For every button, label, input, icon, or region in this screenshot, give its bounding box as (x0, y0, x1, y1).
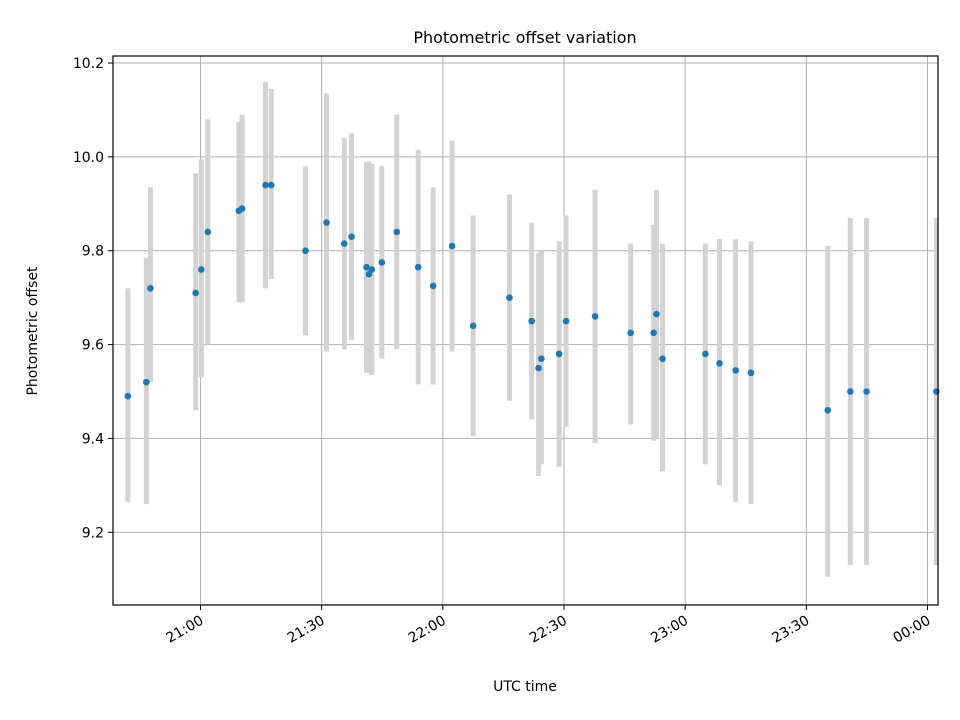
data-point (469, 322, 477, 330)
data-point (192, 289, 199, 297)
data-point (933, 388, 940, 395)
y-tick-label: 10.0 (73, 150, 104, 166)
data-point (262, 181, 269, 189)
data-point (591, 313, 599, 320)
data-point (847, 388, 854, 395)
data-point (429, 282, 437, 290)
data-point (732, 367, 739, 374)
data-point (535, 364, 542, 372)
data-point (204, 228, 212, 236)
chart-title: Photometric offset variation (413, 28, 636, 47)
data-point (448, 242, 456, 250)
data-point (562, 317, 570, 325)
data-point (340, 240, 348, 247)
data-point (368, 266, 376, 273)
data-point (348, 233, 355, 240)
data-point (528, 317, 535, 325)
data-point (238, 205, 246, 212)
grid (113, 56, 938, 605)
data-point (538, 355, 545, 362)
data-point (143, 378, 150, 386)
data-point (393, 228, 401, 236)
data-point (863, 388, 870, 395)
data-point (267, 181, 275, 189)
data-point (506, 294, 513, 301)
y-axis-ticks: 9.2 9.4 9.6 9.8 10.0 10.2 (73, 56, 113, 541)
data-point (627, 329, 634, 337)
data-point (659, 355, 666, 362)
y-tick-label: 9.6 (82, 338, 104, 354)
x-axis-label: UTC time (493, 679, 557, 695)
data-point (650, 329, 657, 337)
data-point (824, 406, 832, 414)
data-point (198, 266, 205, 273)
y-tick-label: 9.8 (82, 244, 104, 260)
data-point (323, 219, 330, 226)
data-points (124, 181, 940, 414)
axes-frame (112, 55, 939, 606)
data-point (147, 284, 154, 292)
y-axis-label: Photometric offset (25, 266, 41, 396)
y-tick-label: 9.2 (82, 525, 104, 541)
data-point (378, 259, 386, 266)
data-point (414, 263, 422, 271)
data-point (716, 360, 723, 367)
data-point (747, 369, 755, 377)
data-point (363, 263, 370, 271)
y-tick-label: 9.4 (82, 431, 104, 447)
data-point (555, 350, 563, 358)
y-tick-label: 10.2 (73, 56, 104, 72)
data-point (302, 247, 309, 255)
data-point (124, 392, 132, 400)
data-point (653, 310, 660, 318)
data-point (702, 350, 709, 358)
